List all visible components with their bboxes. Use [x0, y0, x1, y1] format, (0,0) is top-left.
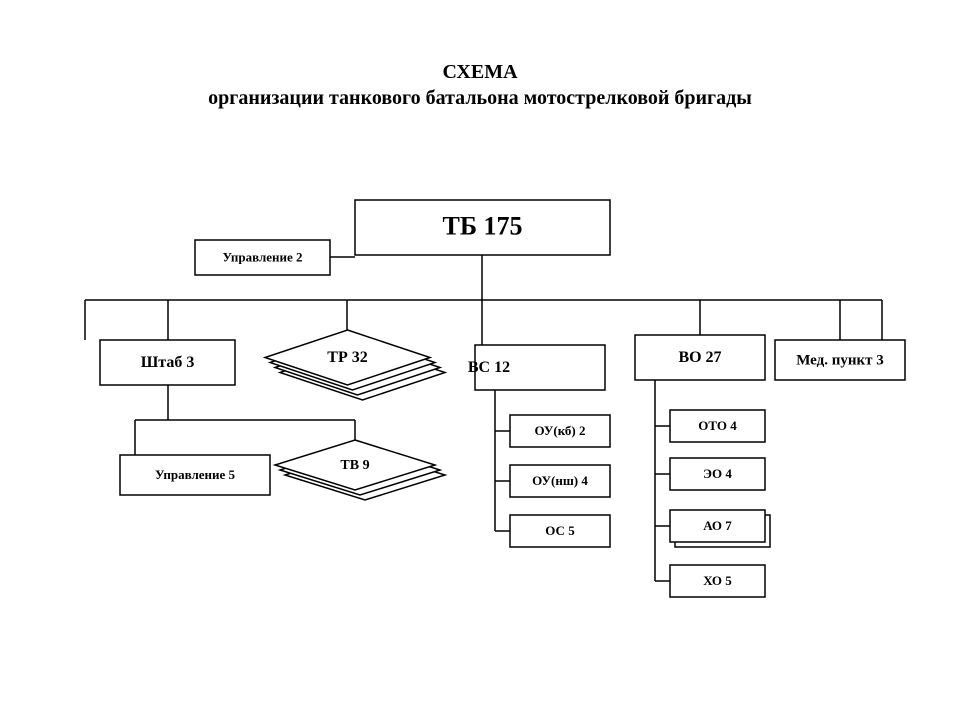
node-shtab: Штаб 3: [100, 340, 235, 385]
node-upr2: Управление 2: [195, 240, 330, 275]
node-vo: ВО 27: [635, 335, 765, 380]
svg-text:ТВ 9: ТВ 9: [340, 458, 369, 473]
title-line-2: организации танкового батальона мотостре…: [208, 87, 752, 109]
node-vs: ВС 12: [468, 345, 605, 390]
svg-text:ОТО 4: ОТО 4: [698, 418, 737, 433]
svg-text:ВО 27: ВО 27: [678, 349, 721, 366]
org-chart: СХЕМА организации танкового батальона мо…: [0, 0, 960, 720]
svg-text:Управление 5: Управление 5: [155, 467, 236, 482]
node-tv: ТВ 9: [275, 440, 445, 500]
node-oto: ОТО 4: [670, 410, 765, 442]
svg-text:ОУ(кб) 2: ОУ(кб) 2: [535, 423, 586, 438]
svg-text:ВС 12: ВС 12: [468, 359, 510, 376]
node-eo: ЭО 4: [670, 458, 765, 490]
chart-title: СХЕМА организации танкового батальона мо…: [208, 61, 752, 109]
svg-text:ОС 5: ОС 5: [545, 523, 575, 538]
node-ao: АО 7: [670, 510, 770, 547]
node-ho: ХО 5: [670, 565, 765, 597]
nodes: ТБ 175 Управление 2 Штаб 3 ТР 32 ВС 12 ВО 27 М…: [100, 200, 905, 597]
svg-text:Штаб 3: Штаб 3: [141, 354, 195, 371]
svg-text:ЭО 4: ЭО 4: [703, 466, 732, 481]
svg-text:ОУ(нш) 4: ОУ(нш) 4: [532, 473, 588, 488]
node-upr5: Управление 5: [120, 455, 270, 495]
node-ou_nsh: ОУ(нш) 4: [510, 465, 610, 497]
svg-text:ХО 5: ХО 5: [703, 573, 732, 588]
node-ou_kb: ОУ(кб) 2: [510, 415, 610, 447]
node-os: ОС 5: [510, 515, 610, 547]
node-tb: ТБ 175: [355, 200, 610, 255]
svg-text:ТР 32: ТР 32: [327, 349, 367, 366]
node-tr: ТР 32: [265, 330, 445, 400]
svg-text:Мед. пункт 3: Мед. пункт 3: [796, 352, 884, 368]
node-med: Мед. пункт 3: [775, 340, 905, 380]
svg-text:Управление 2: Управление 2: [222, 249, 302, 264]
title-line-1: СХЕМА: [442, 61, 518, 83]
svg-text:ТБ 175: ТБ 175: [442, 211, 522, 240]
svg-text:АО 7: АО 7: [703, 518, 732, 533]
